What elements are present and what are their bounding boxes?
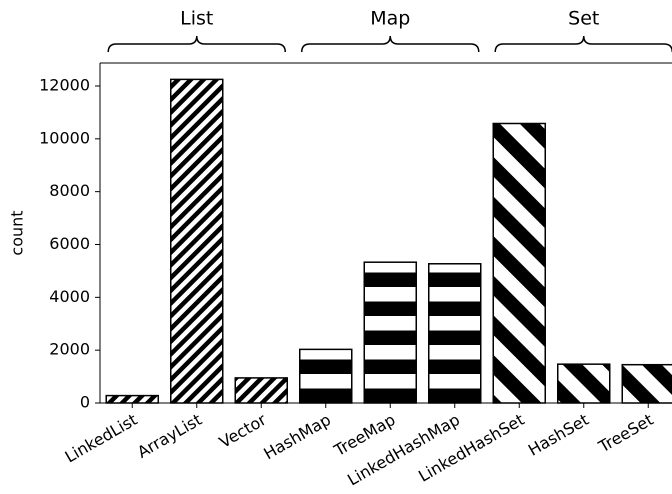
bar: [557, 363, 611, 404]
x-tick-label: TreeSet: [595, 410, 657, 457]
y-tick-label: 12000: [39, 75, 90, 94]
y-tick-label: 6000: [49, 234, 90, 253]
y-tick-label: 2000: [49, 340, 90, 359]
x-tick-label: LinkedHashMap: [344, 410, 463, 490]
group-brace: [107, 35, 286, 53]
group-label: List: [180, 8, 213, 30]
bar: [170, 78, 224, 404]
bar: [363, 261, 417, 404]
bar: [234, 377, 288, 404]
group-label: Map: [370, 8, 410, 30]
y-tick-label: 0: [80, 393, 90, 412]
bar: [621, 363, 672, 404]
x-tick-label: ArrayList: [134, 410, 205, 462]
bar: [428, 263, 482, 404]
group-brace: [494, 35, 672, 53]
bar: [492, 122, 546, 404]
x-tick-label: HashMap: [260, 410, 334, 463]
y-tick-label: 4000: [49, 287, 90, 306]
x-tick-label: LinkedList: [62, 410, 141, 467]
bar: [299, 348, 353, 404]
group-brace: [301, 35, 480, 53]
y-tick-label: 10000: [39, 128, 90, 147]
x-tick-label: HashSet: [525, 410, 592, 460]
group-label: Set: [568, 8, 599, 30]
bar: [105, 394, 159, 404]
y-axis-label: count: [8, 210, 27, 255]
y-tick-label: 8000: [49, 181, 90, 200]
